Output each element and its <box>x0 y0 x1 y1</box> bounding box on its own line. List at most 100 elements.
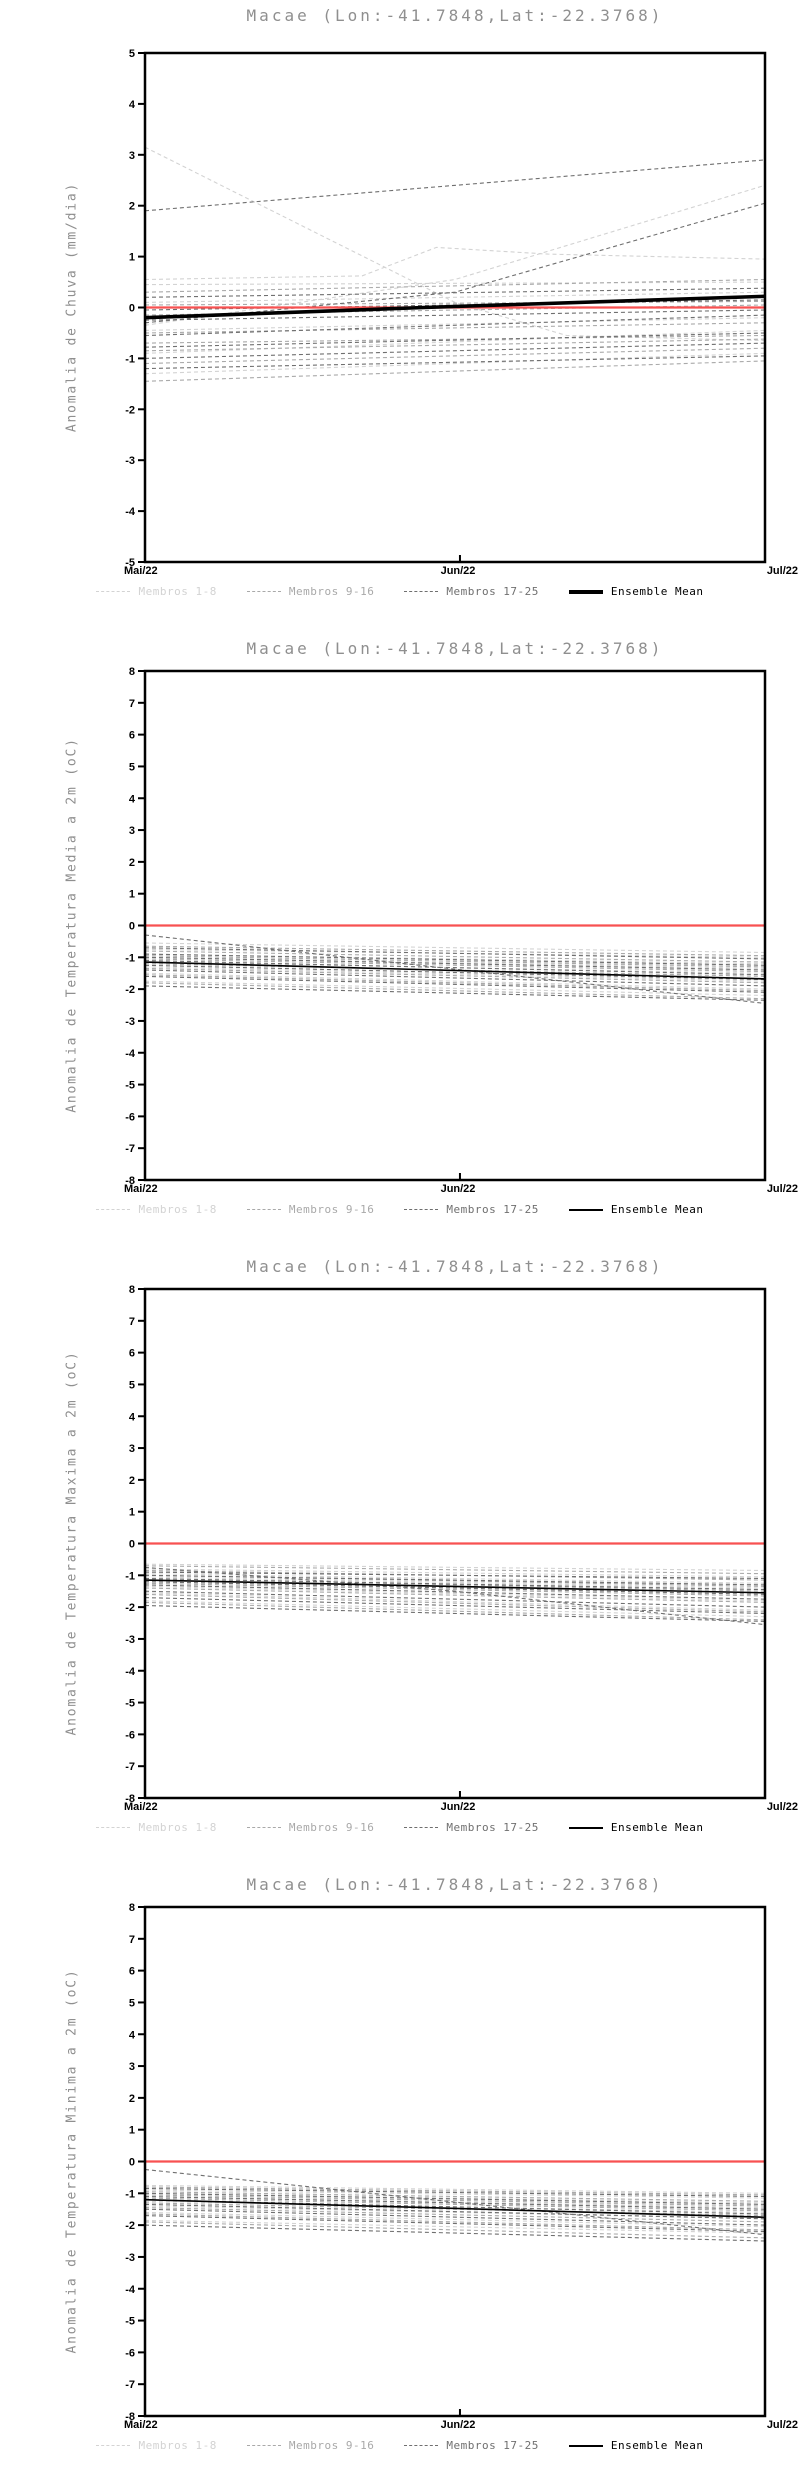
member-line <box>144 2224 766 2242</box>
member-line <box>144 1573 766 1584</box>
y-tick-label: -8 <box>125 1175 135 1187</box>
member-line <box>144 322 766 334</box>
member-line <box>144 972 766 990</box>
member-line <box>144 985 766 1001</box>
member-line <box>144 1565 766 1575</box>
y-tick-label: 6 <box>129 1966 135 1978</box>
plot-svg: 8 7 6 5 4 3 2 1 0 -1 -2 -3 -4 -5 -6 -7 -8 <box>125 1902 767 2423</box>
legend-dash-sample <box>96 591 131 592</box>
chart-panel-temp-media: 8 7 6 5 4 3 2 1 0 -1 -2 -3 -4 -5 -6 -7 -8 Macae (Lon:-41… <box>0 618 800 1236</box>
member-line <box>144 2207 766 2223</box>
member-line <box>144 304 766 316</box>
member-line <box>144 1571 766 1580</box>
y-tick-label: 4 <box>129 2029 136 2041</box>
member-line <box>144 955 766 968</box>
y-tick-label: -3 <box>125 455 135 467</box>
y-tick-label: -3 <box>125 1634 135 1646</box>
legend-label: Membros 1-8 <box>138 585 217 598</box>
chart-panel-temp-minima: 8 7 6 5 4 3 2 1 0 -1 -2 -3 -4 -5 -6 -7 -8 Macae (Lon:-41… <box>0 1854 800 2472</box>
ensemble-mean-line <box>144 294 766 320</box>
y-tick-label: 0 <box>129 303 135 315</box>
member-line <box>144 342 766 359</box>
ensemble-mean-line <box>144 2198 766 2218</box>
y-tick-label: -8 <box>125 1793 135 1805</box>
y-tick-label: 2 <box>129 201 135 213</box>
y-tick-label: -5 <box>125 557 135 569</box>
member-line <box>144 956 766 969</box>
legend-dash-sample <box>404 591 439 592</box>
member-line <box>144 2187 766 2198</box>
y-axis-label: Anomalia de Temperatura Minima a 2m (oC) <box>64 1968 80 2354</box>
y-tick-label: 5 <box>129 1379 135 1391</box>
member-line <box>144 980 766 997</box>
chart-title: Macae (Lon:-41.7848,Lat:-22.3768) <box>246 1875 664 1894</box>
member-line <box>144 974 766 992</box>
legend-item: Ensemble Mean <box>568 2439 704 2452</box>
y-axis-label: Anomalia de Temperatura Media a 2m (oC) <box>64 737 80 1113</box>
y-tick-label: 3 <box>129 1443 135 1455</box>
member-line <box>144 956 766 971</box>
legend-item: Membros 1-8 <box>96 2439 216 2452</box>
x-tick-label: Jun/22 <box>440 1801 476 1813</box>
x-tick-label: Jul/22 <box>766 1801 798 1813</box>
member-line <box>144 2219 766 2234</box>
member-line <box>144 1574 766 1587</box>
y-tick-label: 5 <box>129 48 135 60</box>
y-tick-label: 7 <box>129 698 135 710</box>
member-line <box>144 966 766 982</box>
legend-item: Membros 17-25 <box>404 585 539 598</box>
y-tick-label: 7 <box>129 1934 135 1946</box>
y-tick-label: -1 <box>125 952 135 964</box>
legend-dash-sample <box>96 1827 131 1828</box>
member-line <box>144 1592 766 1611</box>
plot-svg: 5 4 3 2 1 0 -1 -2 -3 -4 -5 <box>125 48 767 569</box>
member-line <box>144 300 766 306</box>
chart-title: Macae (Lon:-41.7848,Lat:-22.3768) <box>246 6 664 25</box>
member-line <box>144 347 766 365</box>
legend-item: Ensemble Mean <box>568 1203 704 1216</box>
member-line <box>144 1590 766 1608</box>
y-tick-label: 8 <box>129 1284 135 1296</box>
member-line <box>144 1601 766 1621</box>
member-line <box>144 278 766 293</box>
member-line <box>144 338 766 352</box>
y-tick-label: -3 <box>125 2252 135 2264</box>
member-line <box>144 2221 766 2239</box>
member-line <box>144 287 766 298</box>
member-line <box>144 2205 766 2220</box>
y-tick-label: -2 <box>125 2220 135 2232</box>
x-tick-label: Mai/22 <box>124 2419 158 2431</box>
chart-legend: Membros 1-8 Membros 9-16 Membros 17-25 E… <box>0 1821 800 1834</box>
legend-dash-sample <box>246 1209 281 1210</box>
y-tick-label: -4 <box>125 1048 136 1060</box>
legend-label: Membros 9-16 <box>288 1821 375 1834</box>
y-tick-label: 1 <box>129 1507 135 1519</box>
legend-label: Membros 1-8 <box>138 1203 217 1216</box>
member-line <box>144 2195 766 2210</box>
x-tick-label: Mai/22 <box>124 565 158 577</box>
member-line <box>144 309 766 321</box>
legend-label: Membros 17-25 <box>446 1821 539 1834</box>
member-line <box>144 1600 766 1618</box>
y-tick-label: 6 <box>129 1348 135 1360</box>
y-tick-label: -1 <box>125 1570 135 1582</box>
legend-dash-sample <box>404 1827 439 1828</box>
member-line <box>144 2189 766 2199</box>
member-line <box>144 1568 766 1578</box>
y-tick-label: -6 <box>125 1111 135 1123</box>
chart-legend: Membros 1-8 Membros 9-16 Membros 17-25 E… <box>0 585 800 598</box>
x-tick-label: Jul/22 <box>766 2419 798 2431</box>
member-line <box>144 947 766 960</box>
chart-panel-chuva: 5 4 3 2 1 0 -1 -2 -3 -4 -5 Macae (Lon:-41.7848,Lat… <box>0 0 800 618</box>
member-line <box>144 1585 766 1602</box>
member-line <box>144 967 766 984</box>
member-line <box>144 950 766 963</box>
y-tick-label: -5 <box>125 2316 135 2328</box>
legend-label: Membros 17-25 <box>446 585 539 598</box>
member-line <box>144 2194 766 2207</box>
x-tick-label: Jul/22 <box>766 565 798 577</box>
member-line <box>144 2184 766 2194</box>
member-line <box>144 2211 766 2228</box>
y-tick-label: 6 <box>129 730 135 742</box>
legend-mean-sample <box>568 1208 603 1211</box>
